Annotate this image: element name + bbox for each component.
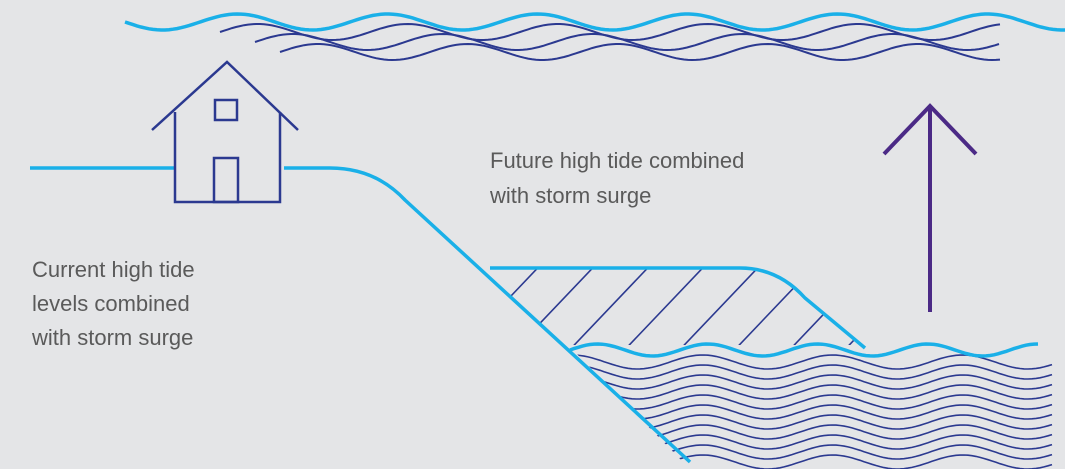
rise-arrow (882, 103, 978, 312)
future-wave (254, 32, 1000, 52)
current-wave (569, 342, 1039, 358)
hatch-line (669, 268, 771, 345)
future-wave (279, 42, 1001, 62)
hatch-line (614, 268, 716, 345)
current-label: Current high tide (32, 257, 195, 282)
future-wave (124, 12, 1065, 32)
current-label: levels combined (32, 291, 190, 316)
current-label: with storm surge (31, 325, 193, 350)
future-label: Future high tide combined (490, 148, 744, 173)
sea-wave (568, 364, 1053, 380)
future-label: with storm surge (489, 183, 651, 208)
sea-wave (568, 374, 1053, 390)
hatch-line (834, 268, 862, 345)
ground-slope (284, 166, 692, 464)
current-level (490, 266, 867, 350)
house (151, 60, 299, 204)
sea-wave (568, 384, 1053, 400)
hatch-line (559, 268, 661, 345)
